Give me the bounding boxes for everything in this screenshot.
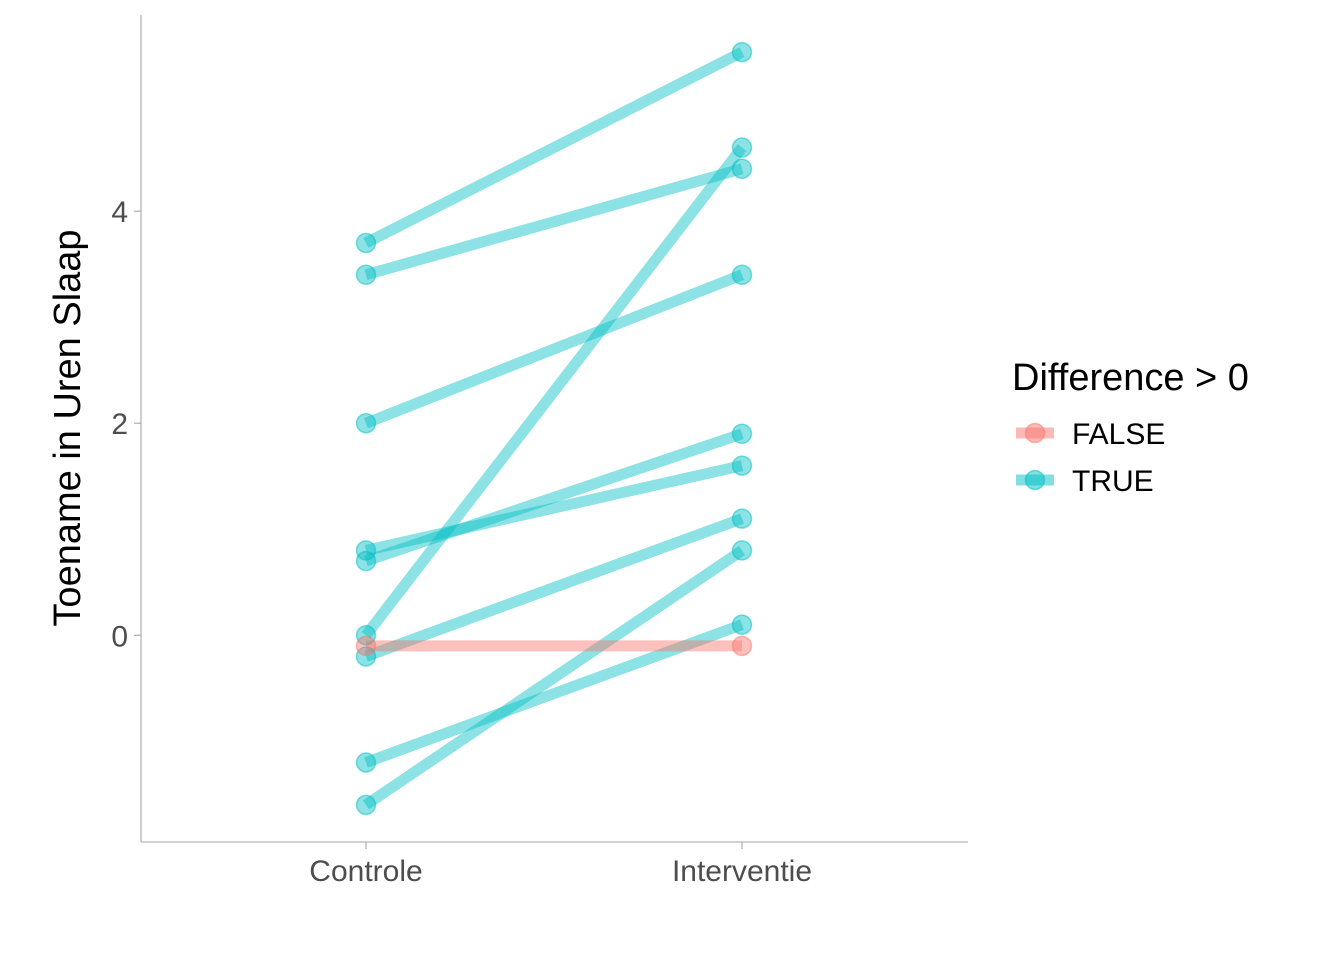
data-point [731, 158, 753, 179]
axes-layer [140, 15, 968, 843]
data-point [355, 646, 377, 667]
y-tick-label: 0 [111, 620, 128, 653]
x-tick-label: Controle [309, 855, 422, 888]
pair-line [362, 545, 746, 810]
pair-line [364, 619, 744, 768]
data-point [355, 412, 377, 434]
legend-title: Difference > 0 [1012, 357, 1249, 399]
data-point [355, 264, 377, 286]
legend: Difference > 0 FALSE TRUE [1012, 357, 1249, 498]
x-tick-label: Interventie [672, 855, 812, 888]
data-point [731, 455, 753, 476]
data-point [731, 264, 753, 286]
data-point [731, 614, 753, 635]
legend-entry-label: TRUE [1072, 465, 1154, 498]
legend-entry-label: FALSE [1072, 418, 1165, 451]
legend-key-point [1024, 422, 1046, 444]
data-point [731, 137, 753, 158]
data-point [731, 540, 753, 561]
pair-points [355, 41, 753, 816]
data-point [731, 423, 753, 445]
pair-lines [361, 47, 747, 810]
data-point [355, 752, 377, 773]
data-point [731, 635, 753, 657]
legend-entries: FALSE TRUE [1016, 418, 1165, 498]
y-tick-label: 2 [111, 408, 128, 441]
data-point [355, 625, 377, 646]
y-ticks: 0 2 4 [111, 196, 141, 653]
y-tick-label: 4 [111, 196, 128, 229]
pair-line [364, 428, 744, 567]
pair-line [364, 513, 744, 662]
pair-line [363, 269, 745, 429]
pair-line [364, 163, 744, 281]
pair-line [363, 47, 745, 248]
data-point [355, 540, 377, 561]
data-point [355, 550, 377, 572]
data-point [355, 232, 377, 254]
pair-line [361, 144, 747, 639]
data-point [355, 635, 377, 657]
data-point [731, 41, 753, 63]
pair-line [364, 460, 744, 556]
legend-key-point [1024, 469, 1046, 491]
x-ticks: Controle Interventie [309, 842, 812, 888]
data-point [355, 794, 377, 816]
y-axis-label: Toename in Uren Slaap [47, 229, 89, 626]
data-point [731, 508, 753, 529]
